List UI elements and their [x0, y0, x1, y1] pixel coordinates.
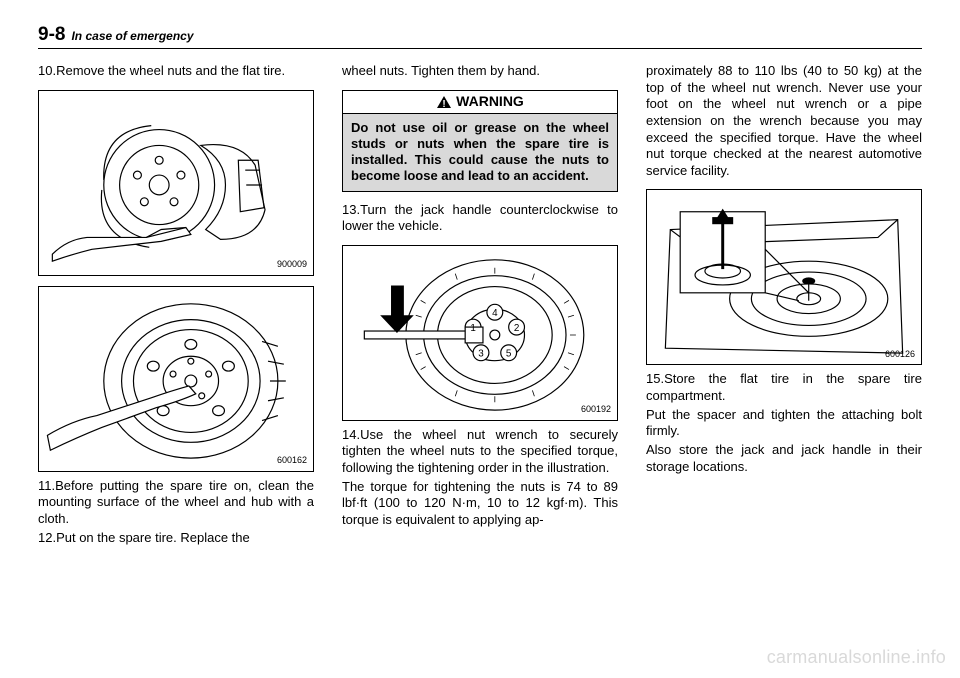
svg-text:4: 4 — [492, 308, 498, 319]
figure-spare-mount: 600162 — [38, 286, 314, 472]
step-11: 11.Before putting the spare tire on, cle… — [38, 478, 314, 528]
figure-id: 600162 — [277, 455, 307, 467]
watermark: carmanualsonline.info — [767, 647, 946, 668]
column-1: 10.Remove the wheel nuts and the flat ti… — [38, 63, 314, 643]
svg-text:1: 1 — [470, 323, 476, 334]
warning-header: ! WARNING — [342, 90, 618, 114]
warning-icon: ! — [436, 95, 452, 109]
column-2: wheel nuts. Tighten them by hand. ! WARN… — [342, 63, 618, 643]
svg-text:3: 3 — [478, 349, 484, 360]
step-12: 12.Put on the spare tire. Replace the — [38, 530, 314, 547]
continuation-text: wheel nuts. Tighten them by hand. — [342, 63, 618, 80]
figure-id: 600192 — [581, 404, 611, 416]
svg-text:2: 2 — [514, 323, 520, 334]
warning-body: Do not use oil or grease on the wheel st… — [342, 114, 618, 192]
page-header: 9-8 In case of emergency — [38, 24, 922, 49]
column-3: proximately 88 to 110 lbs (40 to 50 kg) … — [646, 63, 922, 643]
spacer-instruction: Put the spacer and tighten the attaching… — [646, 407, 922, 440]
figure-id: 900009 — [277, 259, 307, 271]
warning-label: WARNING — [456, 93, 524, 111]
page-number: 9-8 — [38, 24, 65, 46]
step-10: 10.Remove the wheel nuts and the flat ti… — [38, 63, 314, 80]
section-title: In case of emergency — [71, 29, 193, 43]
svg-text:5: 5 — [506, 349, 512, 360]
step-14: 14.Use the wheel nut wrench to securely … — [342, 427, 618, 477]
figure-spare-storage: 600126 — [646, 189, 922, 365]
step-13: 13.Turn the jack handle counterclockwise… — [342, 202, 618, 235]
tighten-order-illustration: 4 2 5 3 1 — [343, 246, 617, 420]
figure-id: 600126 — [885, 349, 915, 361]
step-15: 15.Store the flat tire in the spare tire… — [646, 371, 922, 404]
figure-brake-disc: 900009 — [38, 90, 314, 276]
svg-text:!: ! — [442, 99, 445, 109]
torque-continuation: proximately 88 to 110 lbs (40 to 50 kg) … — [646, 63, 922, 179]
torque-spec: The torque for tightening the nuts is 74… — [342, 479, 618, 529]
jack-storage: Also store the jack and jack handle in t… — [646, 442, 922, 475]
figure-tighten-order: 4 2 5 3 1 600192 — [342, 245, 618, 421]
brake-disc-illustration — [39, 91, 313, 275]
page: 9-8 In case of emergency 10.Remove the w… — [0, 0, 960, 653]
content-columns: 10.Remove the wheel nuts and the flat ti… — [38, 63, 922, 643]
spare-storage-illustration — [647, 190, 921, 364]
spare-mount-illustration — [39, 287, 313, 471]
